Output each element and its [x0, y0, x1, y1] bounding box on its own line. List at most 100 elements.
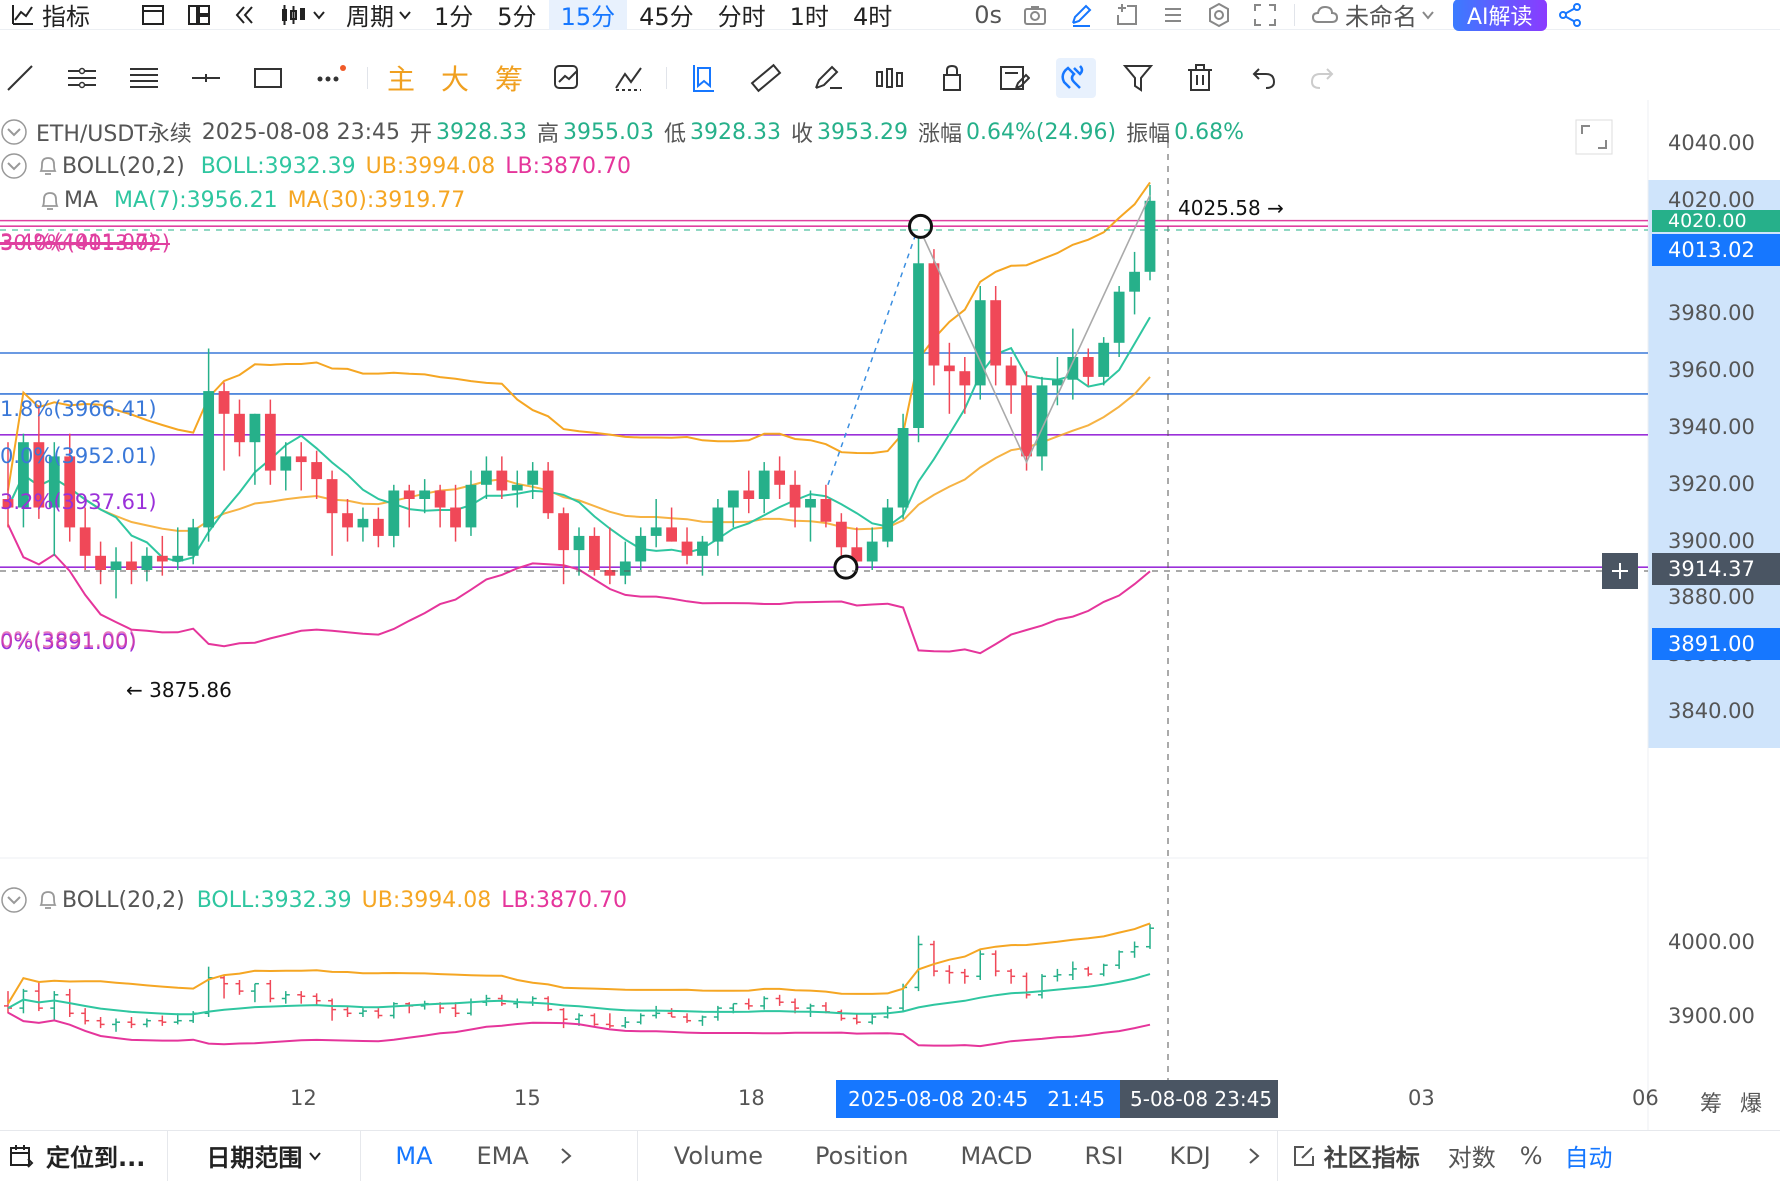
log-scale-toggle[interactable]: 对数 — [1447, 1144, 1496, 1172]
interval-tab-0[interactable]: 1分 — [434, 3, 474, 31]
date-range-dropdown[interactable]: 日期范围 — [168, 1131, 360, 1181]
bell-icon[interactable] — [36, 888, 60, 912]
layout-single-button[interactable] — [130, 0, 176, 30]
replay-speed[interactable]: 0s — [974, 0, 1002, 29]
candle-body — [1144, 200, 1156, 272]
pattern-tool[interactable] — [609, 58, 649, 98]
interval-tab-4[interactable]: 分时 — [717, 3, 766, 31]
high-annotation-value: 4025.58 — [1178, 196, 1261, 220]
large-order-tool[interactable]: 大 — [441, 63, 470, 96]
rewind-icon — [235, 5, 253, 24]
candle-body — [589, 535, 600, 570]
chip-distribution-tool[interactable]: 筹 — [495, 63, 524, 96]
candle-body — [264, 413, 276, 471]
interval-tab-6[interactable]: 4时 — [852, 3, 893, 31]
candle-body — [681, 541, 693, 556]
list-button[interactable] — [1150, 0, 1196, 30]
bell-icon[interactable] — [38, 189, 62, 213]
ai-interpret-button[interactable]: AI解读 — [1453, 0, 1547, 31]
candle-body — [18, 442, 29, 508]
candle-body — [943, 365, 955, 372]
undo-button[interactable] — [1242, 58, 1282, 98]
percent-scale-toggle[interactable]: % — [1519, 1141, 1543, 1170]
screenshot-button[interactable] — [1012, 0, 1058, 30]
candle-body — [33, 442, 45, 508]
kline-compare-tool[interactable] — [870, 58, 910, 98]
add-alert-button[interactable] — [1602, 553, 1638, 589]
ma-legend: MA MA(7):3956.21 MA(30):3919.77 — [38, 188, 475, 213]
redo-button[interactable] — [1304, 58, 1344, 98]
sub-indicator-macd[interactable]: MACD — [960, 1141, 1033, 1170]
candle-body — [419, 490, 431, 499]
sub-indicator-position[interactable]: Position — [815, 1141, 909, 1170]
template-tool[interactable] — [994, 58, 1034, 98]
sub-boll-mid: BOLL:3932.39 — [196, 887, 352, 913]
candle-body — [527, 470, 539, 485]
collapse-chevron-icon[interactable] — [0, 886, 28, 914]
redo-icon — [1311, 68, 1334, 89]
main-force-tool[interactable]: 主 — [387, 63, 416, 96]
layout-grid-button[interactable] — [176, 0, 222, 30]
magnet-tool[interactable] — [1056, 58, 1097, 98]
candle-body — [110, 561, 122, 570]
parallel-channel-tool[interactable] — [62, 58, 102, 98]
sub-indicator-more[interactable] — [1231, 1131, 1277, 1181]
collapse-chevron-icon[interactable] — [0, 152, 28, 180]
add-window-button[interactable] — [1104, 0, 1150, 30]
price-chart[interactable] — [0, 100, 1780, 1130]
period-label: 周期 — [346, 3, 394, 31]
interval-tab-2[interactable]: 15分 — [548, 0, 628, 31]
trend-line-tool[interactable] — [0, 58, 40, 98]
expand-chart-button[interactable] — [1575, 119, 1613, 155]
sub-pane-group — [4, 922, 1154, 1048]
ruler-tool[interactable] — [746, 58, 786, 98]
settings-button[interactable] — [1196, 0, 1242, 30]
marker-tool[interactable] — [684, 58, 724, 98]
interval-tab-3[interactable]: 45分 — [639, 3, 694, 31]
main-indicator-ma[interactable]: MA — [395, 1141, 433, 1170]
fullscreen-button[interactable] — [1242, 0, 1288, 30]
date-range-label: 日期范围 — [206, 1144, 303, 1172]
price-axis-label: 3920.00 — [1668, 471, 1755, 496]
candle-body — [974, 300, 986, 386]
draw-toggle-button[interactable] — [1058, 0, 1104, 30]
cloud-layout-dropdown[interactable]: 未命名 — [1301, 0, 1445, 31]
lock-icon — [943, 64, 962, 91]
period-dropdown[interactable]: 周期 — [336, 0, 422, 31]
brush-tool[interactable] — [808, 58, 848, 98]
fib-tool[interactable] — [124, 58, 164, 98]
auto-draw-tool[interactable] — [547, 58, 587, 98]
sub-boll-lb: LB:3870.70 — [501, 887, 627, 913]
bar-datetime: 2025-08-08 23:45 — [201, 119, 400, 145]
liquidation-toggle[interactable]: 爆 — [1740, 1092, 1763, 1117]
sub-boll-mid — [7, 973, 1151, 1016]
candle-body — [558, 513, 569, 551]
locate-label: 定位到... — [46, 1144, 146, 1172]
locate-button[interactable]: 定位到... — [0, 1131, 167, 1181]
interval-tab-1[interactable]: 5分 — [497, 3, 537, 31]
collapse-chevron-icon[interactable] — [0, 118, 28, 146]
interval-tab-5[interactable]: 1时 — [789, 3, 829, 31]
price-tag-high: 4020.00 — [1652, 210, 1780, 232]
sub-indicator-kdj[interactable]: KDJ — [1169, 1141, 1211, 1170]
community-indicators-button[interactable]: 社区指标 — [1278, 1131, 1434, 1181]
main-indicator-more[interactable] — [539, 1131, 593, 1181]
lock-drawing-tool[interactable] — [932, 58, 972, 98]
bell-icon[interactable] — [36, 154, 60, 178]
share-button[interactable] — [1547, 0, 1593, 30]
chip-toggle[interactable]: 筹 — [1700, 1092, 1723, 1117]
rectangle-tool[interactable] — [248, 58, 288, 98]
sub-indicator-rsi[interactable]: RSI — [1084, 1141, 1124, 1170]
replay-button[interactable] — [222, 0, 268, 30]
indicators-button[interactable]: 指标 — [0, 0, 100, 31]
delete-drawings-button[interactable] — [1180, 58, 1220, 98]
price-axis-label: 3880.00 — [1668, 585, 1755, 610]
ma7-value: MA(7):3956.21 — [114, 188, 278, 213]
filter-tool[interactable] — [1118, 58, 1158, 98]
more-tools-button[interactable] — [310, 58, 350, 98]
main-indicator-ema[interactable]: EMA — [476, 1141, 529, 1170]
horizontal-line-tool[interactable] — [186, 58, 226, 98]
auto-scale-toggle[interactable]: 自动 — [1564, 1144, 1613, 1172]
chart-type-button[interactable] — [268, 0, 336, 30]
sub-indicator-volume[interactable]: Volume — [673, 1141, 764, 1170]
